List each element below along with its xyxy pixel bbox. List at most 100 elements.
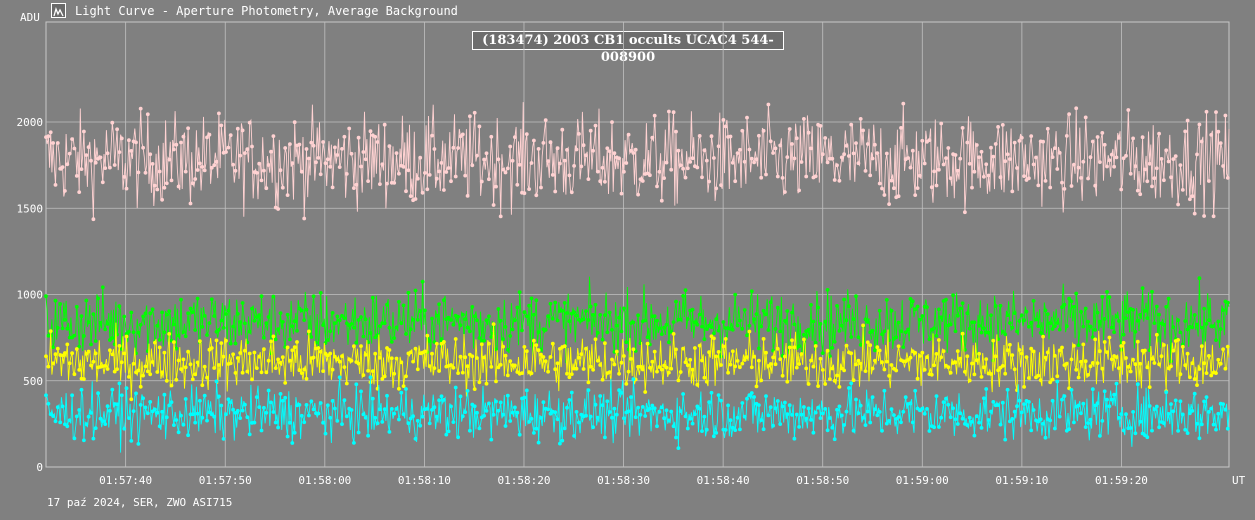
data-point-3 [55, 405, 60, 410]
data-point-2 [190, 377, 195, 382]
data-point-0 [532, 138, 536, 143]
data-point-2 [380, 377, 385, 381]
data-point-0 [1188, 197, 1192, 202]
data-point-2 [214, 338, 219, 343]
data-point-2 [1100, 366, 1105, 371]
data-point-3 [143, 405, 148, 410]
data-point-2 [224, 338, 228, 343]
data-point-1 [600, 337, 605, 342]
data-point-2 [783, 354, 787, 359]
data-point-2 [818, 356, 823, 361]
data-point-1 [683, 288, 688, 292]
data-point-2 [162, 350, 167, 355]
data-point-1 [404, 332, 408, 336]
data-point-3 [484, 409, 489, 413]
data-point-1 [498, 318, 503, 323]
data-point-0 [775, 174, 780, 179]
data-point-1 [257, 313, 262, 317]
data-point-2 [321, 369, 325, 373]
data-point-0 [1088, 155, 1093, 160]
data-point-2 [806, 382, 811, 386]
data-point-0 [728, 134, 733, 139]
data-point-1 [740, 326, 745, 331]
data-point-3 [513, 405, 517, 410]
data-point-3 [131, 409, 136, 413]
data-point-0 [283, 146, 288, 150]
data-point-1 [1010, 325, 1015, 330]
data-point-0 [456, 146, 460, 150]
data-point-2 [1017, 348, 1022, 352]
data-point-0 [624, 161, 629, 165]
data-point-3 [622, 416, 626, 421]
data-point-0 [579, 164, 584, 169]
data-point-0 [380, 162, 385, 167]
data-point-3 [986, 418, 991, 422]
data-point-2 [896, 344, 901, 349]
data-point-0 [702, 148, 707, 153]
data-point-2 [183, 365, 188, 370]
data-point-1 [851, 317, 856, 321]
data-point-1 [1090, 335, 1095, 340]
data-point-3 [920, 406, 925, 411]
data-point-1 [1117, 319, 1121, 323]
data-point-3 [318, 401, 323, 405]
data-point-0 [352, 186, 356, 191]
data-point-3 [913, 388, 918, 393]
data-point-1 [477, 336, 482, 340]
data-point-2 [141, 373, 146, 378]
data-point-2 [882, 367, 887, 372]
data-point-3 [323, 431, 328, 436]
data-point-1 [328, 329, 333, 334]
data-point-1 [806, 327, 811, 332]
data-point-3 [465, 389, 470, 393]
data-point-2 [266, 358, 271, 363]
data-point-1 [212, 314, 217, 318]
data-point-1 [1199, 325, 1204, 330]
data-point-1 [662, 325, 666, 330]
data-point-2 [342, 365, 347, 369]
data-point-3 [982, 396, 986, 401]
x-tick-label: 01:59:20 [1095, 474, 1148, 487]
data-point-3 [117, 381, 122, 386]
data-point-3 [875, 413, 880, 418]
data-point-3 [700, 429, 704, 433]
data-point-3 [1133, 431, 1138, 436]
data-point-2 [235, 356, 240, 360]
data-point-0 [235, 126, 240, 131]
data-point-0 [1197, 122, 1202, 127]
data-point-0 [439, 161, 444, 165]
data-point-0 [683, 175, 688, 180]
data-point-2 [82, 377, 86, 381]
data-point-3 [851, 428, 856, 433]
data-point-0 [1045, 126, 1050, 131]
data-point-1 [884, 298, 889, 302]
data-point-3 [749, 391, 754, 395]
data-point-1 [1086, 319, 1090, 324]
data-point-1 [766, 328, 771, 332]
data-point-2 [591, 367, 595, 372]
data-point-3 [607, 410, 612, 414]
data-point-3 [427, 421, 432, 426]
data-point-2 [1214, 371, 1218, 375]
data-point-3 [302, 420, 307, 425]
data-point-2 [276, 357, 280, 362]
data-point-2 [939, 355, 944, 360]
data-point-3 [1003, 437, 1008, 442]
data-point-3 [406, 421, 411, 426]
data-point-1 [259, 294, 264, 299]
data-point-3 [778, 422, 783, 426]
data-point-2 [257, 354, 262, 359]
data-point-2 [252, 350, 257, 355]
data-point-1 [813, 340, 818, 345]
data-point-2 [153, 340, 157, 345]
data-point-3 [873, 407, 877, 412]
data-point-3 [408, 416, 413, 421]
data-point-0 [676, 148, 681, 153]
data-point-1 [913, 307, 918, 312]
data-point-1 [446, 315, 451, 320]
light-curve-app-icon[interactable] [51, 3, 66, 18]
data-point-0 [991, 154, 996, 159]
data-point-2 [960, 331, 965, 336]
data-point-1 [605, 330, 610, 335]
